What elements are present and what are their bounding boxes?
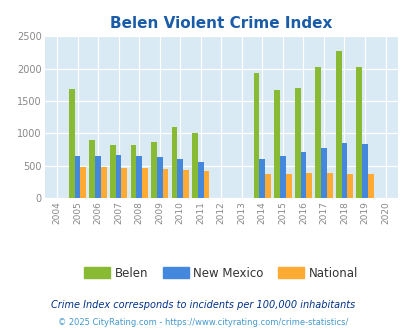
Bar (279, 156, 285, 198)
Bar (361, 144, 367, 198)
Bar (326, 173, 332, 198)
Bar (121, 168, 127, 198)
Bar (115, 155, 121, 198)
Bar (341, 143, 347, 198)
Bar (253, 73, 259, 198)
Bar (136, 156, 142, 198)
Bar (142, 168, 147, 198)
Bar (89, 141, 95, 198)
Bar (69, 89, 75, 198)
Bar (95, 156, 101, 198)
Text: © 2025 CityRating.com - https://www.cityrating.com/crime-statistics/: © 2025 CityRating.com - https://www.city… (58, 318, 347, 327)
Bar (192, 133, 197, 198)
Bar (320, 148, 326, 198)
Bar (203, 172, 209, 198)
Bar (285, 174, 291, 198)
Bar (335, 51, 341, 198)
Bar (305, 173, 311, 198)
Bar (356, 67, 361, 198)
Bar (162, 169, 168, 198)
Bar (75, 156, 80, 198)
Bar (130, 145, 136, 198)
Bar (315, 67, 320, 198)
Bar (183, 170, 188, 198)
Bar (259, 159, 264, 198)
Bar (273, 90, 279, 198)
Title: Belen Violent Crime Index: Belen Violent Crime Index (110, 16, 332, 31)
Bar (367, 174, 373, 198)
Bar (101, 167, 107, 198)
Bar (151, 142, 156, 198)
Bar (80, 167, 86, 198)
Bar (294, 88, 300, 198)
Bar (197, 162, 203, 198)
Bar (110, 145, 115, 198)
Bar (171, 127, 177, 198)
Text: Crime Index corresponds to incidents per 100,000 inhabitants: Crime Index corresponds to incidents per… (51, 300, 354, 310)
Bar (300, 152, 305, 198)
Bar (177, 159, 183, 198)
Bar (347, 174, 352, 198)
Bar (264, 174, 270, 198)
Bar (156, 157, 162, 198)
Legend: Belen, New Mexico, National: Belen, New Mexico, National (79, 262, 362, 284)
